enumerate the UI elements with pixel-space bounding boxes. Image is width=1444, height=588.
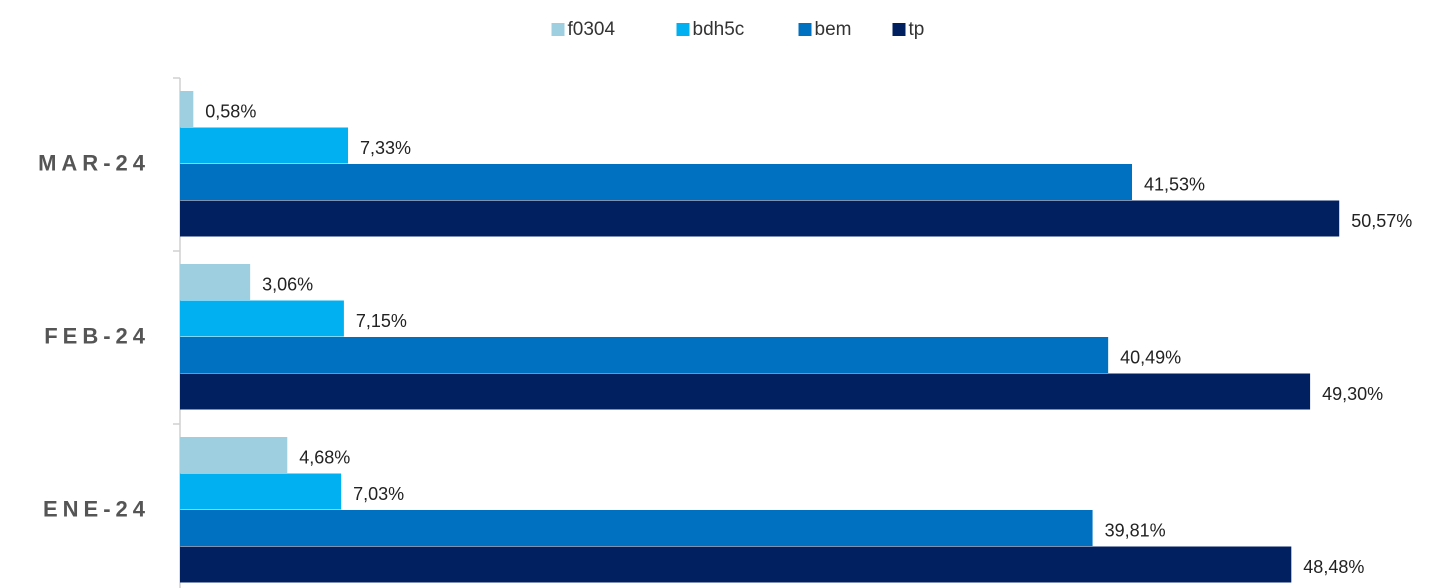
bar-f0304 <box>180 437 288 473</box>
legend-swatch-f0304 <box>551 23 565 36</box>
data-label: 40,49% <box>1120 348 1181 368</box>
bar-tp <box>180 373 1311 410</box>
legend-label-f0304: f0304 <box>568 19 616 40</box>
data-label: 3,06% <box>262 275 313 295</box>
bar-f0304 <box>180 91 194 127</box>
data-label: 7,03% <box>353 484 404 504</box>
legend-label-bem: bem <box>815 19 852 40</box>
legend-swatch-bdh5c <box>676 23 690 36</box>
data-label: 49,30% <box>1322 384 1383 404</box>
data-label: 41,53% <box>1144 175 1205 195</box>
bar-bdh5c <box>180 473 342 510</box>
legend-swatch-tp <box>892 23 906 36</box>
axis-ticks <box>173 77 180 425</box>
data-label: 39,81% <box>1105 521 1166 541</box>
legend-swatch-bem <box>798 23 812 36</box>
bars <box>180 91 1340 583</box>
data-label: 7,15% <box>356 311 407 331</box>
data-labels: 0,58% 7,33% 41,53% 50,57% 3,06% 7,15% 40,49% 49… <box>205 102 1412 578</box>
bar-bem <box>180 164 1132 200</box>
data-label: 7,33% <box>360 138 411 158</box>
category-label: ENE-24 <box>43 496 150 521</box>
data-label: 0,58% <box>205 102 256 122</box>
bar-tp <box>180 200 1340 237</box>
data-label: 4,68% <box>299 448 350 468</box>
category-label: MAR-24 <box>38 150 150 175</box>
bar-bdh5c <box>180 300 344 337</box>
legend: f0304 bdh5c bem tp <box>551 19 925 40</box>
bar-tp <box>180 546 1292 583</box>
category-labels: MAR-24 FEB-24 ENE-24 <box>38 150 150 521</box>
legend-label-tp: tp <box>909 19 925 40</box>
category-label: FEB-24 <box>44 323 150 348</box>
bar-bem <box>180 510 1093 546</box>
bar-bem <box>180 337 1109 373</box>
data-label: 50,57% <box>1351 211 1412 231</box>
bar-bdh5c <box>180 127 349 164</box>
bar-f0304 <box>180 264 251 300</box>
legend-label-bdh5c: bdh5c <box>693 19 745 40</box>
data-label: 48,48% <box>1303 557 1364 577</box>
